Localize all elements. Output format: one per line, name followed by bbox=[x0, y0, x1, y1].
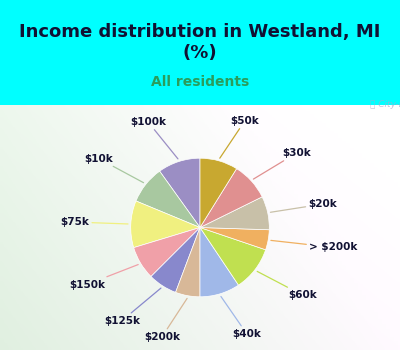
Text: $200k: $200k bbox=[144, 299, 187, 342]
Text: ⓘ City-Data.com: ⓘ City-Data.com bbox=[370, 100, 400, 110]
Text: > $200k: > $200k bbox=[271, 240, 358, 252]
Text: $20k: $20k bbox=[270, 199, 337, 212]
Text: $125k: $125k bbox=[104, 288, 161, 326]
Wedge shape bbox=[200, 169, 262, 228]
Wedge shape bbox=[200, 228, 266, 285]
Text: $150k: $150k bbox=[69, 265, 138, 289]
Wedge shape bbox=[134, 228, 200, 276]
Wedge shape bbox=[151, 228, 200, 292]
Text: $60k: $60k bbox=[257, 271, 317, 300]
Wedge shape bbox=[131, 201, 200, 247]
Text: $30k: $30k bbox=[254, 148, 311, 179]
Wedge shape bbox=[160, 158, 200, 228]
Text: All residents: All residents bbox=[151, 75, 249, 89]
Wedge shape bbox=[176, 228, 200, 297]
Wedge shape bbox=[200, 228, 238, 297]
Text: $100k: $100k bbox=[130, 117, 178, 159]
Text: Income distribution in Westland, MI
(%): Income distribution in Westland, MI (%) bbox=[19, 23, 381, 62]
Wedge shape bbox=[200, 197, 269, 230]
Wedge shape bbox=[200, 228, 269, 250]
Wedge shape bbox=[136, 171, 200, 228]
Text: $40k: $40k bbox=[221, 296, 261, 338]
Text: $10k: $10k bbox=[84, 154, 144, 183]
Text: $50k: $50k bbox=[220, 116, 259, 158]
Wedge shape bbox=[200, 158, 236, 228]
Text: $75k: $75k bbox=[60, 217, 128, 227]
